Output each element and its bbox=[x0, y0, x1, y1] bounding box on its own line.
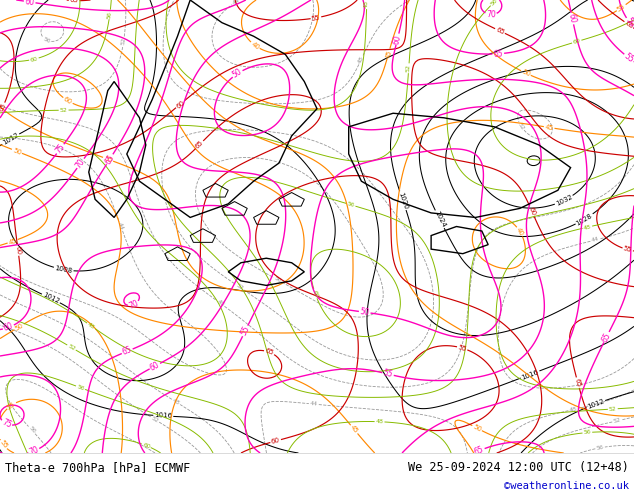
Text: 60: 60 bbox=[573, 38, 581, 45]
Text: 50: 50 bbox=[12, 147, 22, 156]
Text: 60: 60 bbox=[3, 321, 15, 333]
Text: 70: 70 bbox=[28, 445, 40, 457]
Text: 65: 65 bbox=[70, 0, 79, 4]
Text: 52: 52 bbox=[120, 37, 127, 46]
Text: 52: 52 bbox=[517, 122, 526, 131]
Text: 52: 52 bbox=[406, 64, 411, 73]
Text: 75: 75 bbox=[0, 418, 13, 430]
Text: 55: 55 bbox=[457, 344, 467, 352]
Text: 50: 50 bbox=[14, 322, 25, 332]
Text: 70: 70 bbox=[74, 157, 87, 170]
Text: 1024: 1024 bbox=[433, 210, 446, 228]
Text: 60: 60 bbox=[148, 360, 161, 372]
Text: 56: 56 bbox=[42, 36, 51, 44]
Text: 1012: 1012 bbox=[586, 398, 605, 410]
Text: 56: 56 bbox=[273, 276, 282, 284]
Text: 60: 60 bbox=[142, 442, 151, 449]
Text: 48: 48 bbox=[86, 321, 96, 330]
Text: 60: 60 bbox=[24, 0, 35, 7]
Text: 60: 60 bbox=[62, 96, 74, 106]
Text: 45: 45 bbox=[545, 124, 554, 131]
Text: 45: 45 bbox=[384, 49, 392, 59]
Text: 40: 40 bbox=[515, 226, 525, 237]
Text: 1028: 1028 bbox=[575, 212, 593, 226]
Text: 48: 48 bbox=[375, 419, 384, 424]
Text: 52: 52 bbox=[612, 417, 621, 424]
Text: ©weatheronline.co.uk: ©weatheronline.co.uk bbox=[504, 481, 629, 490]
Text: 55: 55 bbox=[382, 368, 394, 380]
Text: 70: 70 bbox=[486, 10, 496, 19]
Text: 65: 65 bbox=[121, 345, 133, 357]
Text: 50: 50 bbox=[359, 307, 370, 318]
Text: 52: 52 bbox=[60, 108, 68, 113]
Text: 65: 65 bbox=[473, 445, 486, 457]
Text: 1008: 1008 bbox=[55, 265, 73, 274]
Text: 52: 52 bbox=[609, 406, 617, 412]
Text: 60: 60 bbox=[15, 245, 22, 255]
Text: Theta-e 700hPa [hPa] ECMWF: Theta-e 700hPa [hPa] ECMWF bbox=[5, 461, 190, 474]
Text: 65: 65 bbox=[493, 49, 503, 59]
Text: 60: 60 bbox=[392, 33, 403, 45]
Text: 75: 75 bbox=[54, 142, 67, 155]
Text: 55: 55 bbox=[6, 400, 16, 410]
Text: 48: 48 bbox=[364, 0, 370, 8]
Text: 1012: 1012 bbox=[42, 292, 60, 305]
Text: 44: 44 bbox=[591, 237, 600, 244]
Text: 50: 50 bbox=[231, 67, 244, 80]
Text: 60: 60 bbox=[527, 206, 536, 216]
Text: 55: 55 bbox=[616, 3, 626, 13]
Text: 55: 55 bbox=[0, 440, 8, 450]
Text: 1016: 1016 bbox=[521, 368, 540, 381]
Text: 56: 56 bbox=[346, 201, 355, 208]
Text: 60: 60 bbox=[312, 289, 319, 298]
Text: 55: 55 bbox=[103, 155, 113, 164]
Text: 52: 52 bbox=[67, 343, 76, 352]
Text: 48: 48 bbox=[171, 398, 181, 406]
Text: 65: 65 bbox=[103, 153, 116, 166]
Text: 60: 60 bbox=[271, 437, 281, 445]
Text: 55: 55 bbox=[239, 324, 252, 337]
Text: 44: 44 bbox=[231, 0, 241, 6]
Text: 1016: 1016 bbox=[154, 413, 172, 419]
Text: 65: 65 bbox=[194, 140, 205, 150]
Text: 65: 65 bbox=[600, 331, 612, 343]
Text: 56: 56 bbox=[583, 430, 592, 436]
Text: 55: 55 bbox=[622, 51, 634, 65]
Text: 65: 65 bbox=[0, 102, 7, 113]
Text: 60: 60 bbox=[175, 99, 186, 109]
Text: 56: 56 bbox=[596, 445, 604, 451]
Text: 45: 45 bbox=[349, 424, 359, 435]
Text: 48: 48 bbox=[583, 224, 592, 230]
Text: 56: 56 bbox=[27, 426, 36, 435]
Text: 60: 60 bbox=[567, 13, 578, 24]
Text: 44: 44 bbox=[309, 401, 318, 407]
Text: 55: 55 bbox=[623, 245, 633, 254]
Text: 48: 48 bbox=[357, 55, 365, 65]
Text: 65: 65 bbox=[623, 20, 634, 30]
Text: 55: 55 bbox=[311, 14, 321, 22]
Text: 40: 40 bbox=[250, 41, 261, 50]
Text: 1012: 1012 bbox=[1, 132, 20, 146]
Text: 65: 65 bbox=[495, 26, 505, 36]
Text: We 25-09-2024 12:00 UTC (12+48): We 25-09-2024 12:00 UTC (12+48) bbox=[408, 461, 629, 474]
Text: 50: 50 bbox=[472, 423, 482, 433]
Text: 1020: 1020 bbox=[397, 191, 408, 210]
Text: 60: 60 bbox=[30, 56, 38, 63]
Text: 70: 70 bbox=[127, 298, 140, 311]
Text: 65: 65 bbox=[264, 348, 275, 357]
Text: 1032: 1032 bbox=[555, 194, 573, 207]
Text: 56: 56 bbox=[107, 10, 113, 19]
Text: 50: 50 bbox=[623, 16, 634, 29]
Text: 65: 65 bbox=[574, 378, 582, 388]
Text: 52: 52 bbox=[235, 283, 244, 292]
Text: 48: 48 bbox=[216, 299, 225, 308]
Text: 50: 50 bbox=[521, 69, 531, 78]
Text: 56: 56 bbox=[489, 0, 498, 7]
Text: 52: 52 bbox=[150, 415, 160, 423]
Text: 44: 44 bbox=[117, 221, 124, 231]
Text: 45: 45 bbox=[8, 237, 18, 245]
Text: 56: 56 bbox=[76, 384, 85, 392]
Text: 48: 48 bbox=[569, 406, 578, 413]
